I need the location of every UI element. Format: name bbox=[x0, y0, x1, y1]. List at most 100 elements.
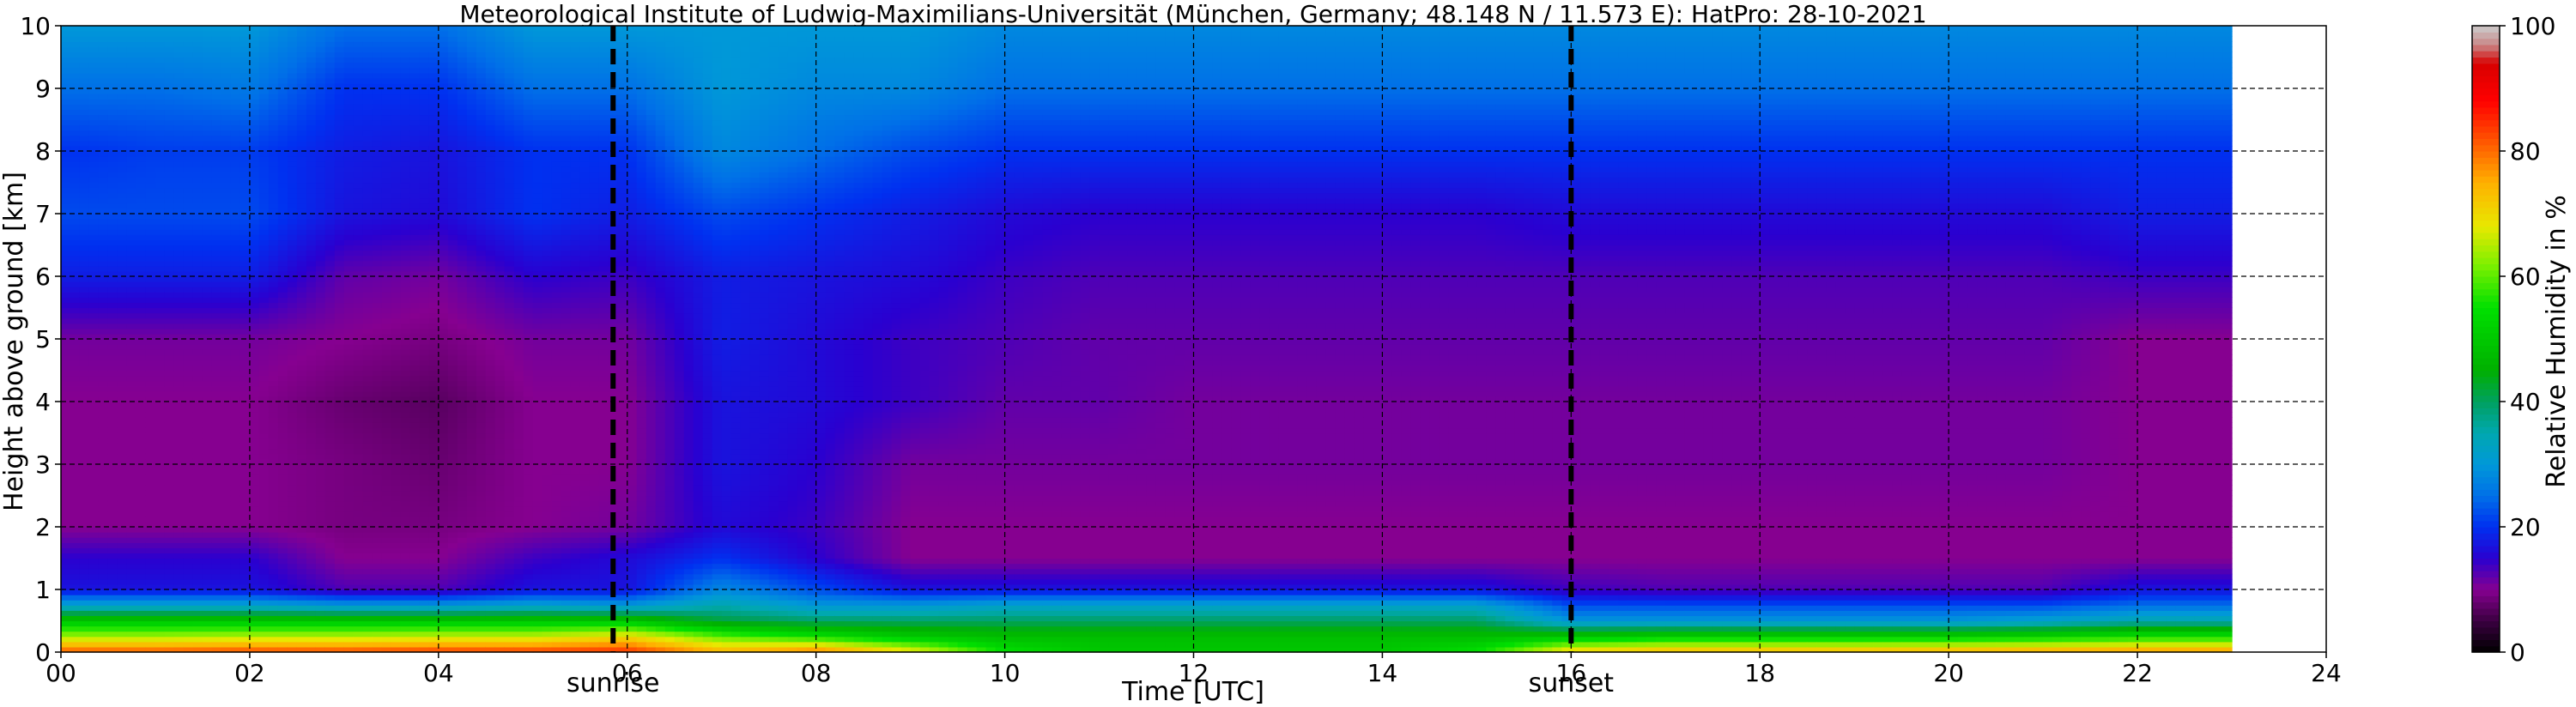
heatmap-cell bbox=[98, 219, 109, 225]
heatmap-cell bbox=[447, 464, 458, 470]
heatmap-cell bbox=[145, 625, 156, 632]
heatmap-cell bbox=[409, 344, 421, 350]
heatmap-cell bbox=[258, 448, 270, 455]
heatmap-cell bbox=[381, 104, 392, 110]
heatmap-cell bbox=[258, 505, 270, 512]
heatmap-cell bbox=[221, 62, 232, 69]
heatmap-cell bbox=[230, 480, 241, 486]
heatmap-cell bbox=[343, 36, 355, 42]
heatmap-cell bbox=[381, 490, 392, 497]
heatmap-cell bbox=[419, 553, 430, 559]
heatmap-cell bbox=[126, 474, 137, 480]
heatmap-cell bbox=[409, 427, 421, 434]
heatmap-cell bbox=[428, 464, 439, 470]
heatmap-cell bbox=[126, 104, 137, 110]
heatmap-cell bbox=[61, 412, 71, 418]
heatmap-cell bbox=[334, 615, 345, 622]
heatmap-cell bbox=[334, 631, 345, 638]
heatmap-cell bbox=[79, 485, 90, 492]
heatmap-cell bbox=[438, 270, 449, 277]
heatmap-cell bbox=[306, 432, 317, 439]
heatmap-cell bbox=[239, 537, 251, 543]
heatmap-cell bbox=[221, 427, 232, 434]
heatmap-cell bbox=[183, 573, 194, 580]
heatmap-cell bbox=[88, 114, 100, 121]
heatmap-cell bbox=[155, 568, 166, 575]
heatmap-cell bbox=[334, 82, 345, 89]
heatmap-cell bbox=[296, 130, 307, 136]
heatmap-cell bbox=[183, 390, 194, 397]
heatmap-cell bbox=[343, 239, 355, 246]
heatmap-cell bbox=[230, 636, 241, 643]
heatmap-cell bbox=[136, 36, 147, 42]
heatmap-cell bbox=[239, 119, 251, 126]
heatmap-cell bbox=[249, 589, 260, 595]
heatmap-cell bbox=[230, 412, 241, 418]
heatmap-cell bbox=[306, 558, 317, 565]
heatmap-cell bbox=[145, 114, 156, 121]
heatmap-cell bbox=[211, 62, 222, 69]
heatmap-cell bbox=[79, 427, 90, 434]
heatmap-cell bbox=[230, 245, 241, 251]
heatmap-cell bbox=[315, 485, 326, 492]
heatmap-cell bbox=[391, 219, 402, 225]
heatmap-cell bbox=[61, 422, 71, 429]
heatmap-cell bbox=[428, 26, 439, 32]
heatmap-cell bbox=[202, 287, 213, 293]
heatmap-cell bbox=[400, 104, 411, 110]
heatmap-cell bbox=[117, 625, 128, 632]
heatmap-cell bbox=[343, 88, 355, 94]
heatmap-cell bbox=[334, 464, 345, 470]
heatmap-cell bbox=[88, 469, 100, 475]
heatmap-cell bbox=[324, 610, 336, 617]
heatmap-cell bbox=[117, 360, 128, 366]
heatmap-cell bbox=[211, 46, 222, 53]
heatmap-cell bbox=[258, 412, 270, 418]
heatmap-cell bbox=[136, 553, 147, 559]
heatmap-cell bbox=[447, 297, 458, 304]
heatmap-cell bbox=[343, 234, 355, 241]
heatmap-cell bbox=[306, 458, 317, 465]
heatmap-cell bbox=[183, 192, 194, 199]
heatmap-cell bbox=[381, 641, 392, 648]
heatmap-cell bbox=[447, 250, 458, 257]
heatmap-cell bbox=[334, 490, 345, 497]
heatmap-cell bbox=[117, 192, 128, 199]
heatmap-cell bbox=[126, 208, 137, 215]
heatmap-cell bbox=[315, 77, 326, 84]
heatmap-cell bbox=[315, 99, 326, 105]
heatmap-cell bbox=[258, 605, 270, 611]
heatmap-cell bbox=[372, 443, 383, 450]
heatmap-cell bbox=[258, 88, 270, 94]
heatmap-cell bbox=[126, 82, 137, 89]
heatmap-cell bbox=[419, 370, 430, 377]
heatmap-cell bbox=[211, 140, 222, 147]
heatmap-cell bbox=[221, 239, 232, 246]
heatmap-cell bbox=[98, 297, 109, 304]
heatmap-cell bbox=[268, 453, 279, 460]
heatmap-cell bbox=[79, 511, 90, 517]
heatmap-cell bbox=[70, 438, 81, 444]
heatmap-cell bbox=[136, 57, 147, 63]
heatmap-cell bbox=[362, 104, 373, 110]
heatmap-cell bbox=[211, 516, 222, 523]
heatmap-cell bbox=[183, 563, 194, 570]
heatmap-cell bbox=[353, 36, 364, 42]
heatmap-cell bbox=[173, 114, 185, 121]
heatmap-cell bbox=[249, 521, 260, 528]
heatmap-cell bbox=[409, 547, 421, 554]
heatmap-cell bbox=[164, 224, 175, 230]
heatmap-cell bbox=[164, 568, 175, 575]
heatmap-cell bbox=[61, 333, 71, 340]
heatmap-cell bbox=[372, 292, 383, 298]
heatmap-cell bbox=[428, 270, 439, 277]
heatmap-cell bbox=[400, 480, 411, 486]
heatmap-cell bbox=[372, 177, 383, 184]
heatmap-cell bbox=[98, 130, 109, 136]
heatmap-cell bbox=[98, 265, 109, 272]
heatmap-cell bbox=[381, 485, 392, 492]
heatmap-cell bbox=[315, 443, 326, 450]
heatmap-cell bbox=[192, 443, 203, 450]
heatmap-cell bbox=[173, 339, 185, 345]
heatmap-cell bbox=[381, 333, 392, 340]
